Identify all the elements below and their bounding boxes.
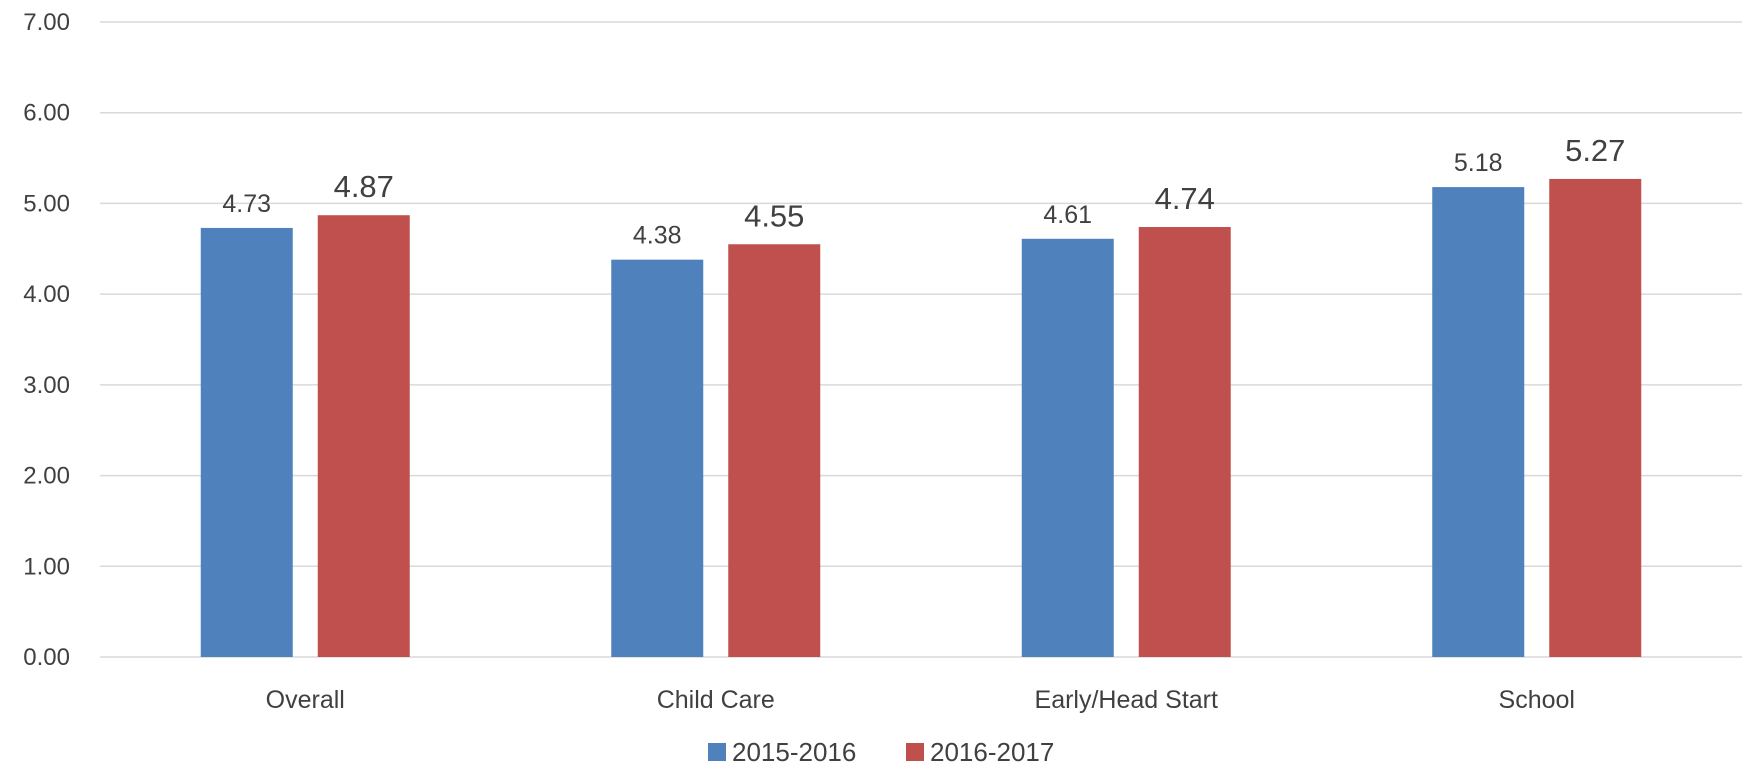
data-label: 4.38 bbox=[633, 222, 682, 250]
y-tick-label: 2.00 bbox=[23, 463, 70, 490]
y-tick-label: 7.00 bbox=[23, 9, 70, 36]
legend-swatch bbox=[708, 743, 726, 761]
legend: 2015-2016 2016-2017 bbox=[708, 737, 1054, 767]
x-tick-label: Child Care bbox=[657, 686, 775, 714]
bar-2015-2016-school bbox=[1432, 187, 1525, 657]
y-tick-label: 0.00 bbox=[23, 644, 70, 671]
x-tick-label: School bbox=[1499, 686, 1575, 714]
legend-label: 2016-2017 bbox=[930, 737, 1054, 767]
bar-2015-2016-child-care bbox=[611, 259, 704, 657]
y-tick-label: 6.00 bbox=[23, 100, 70, 127]
legend-label: 2015-2016 bbox=[732, 737, 856, 767]
data-label: 5.18 bbox=[1454, 149, 1503, 177]
bar-2016-2017-child-care bbox=[728, 244, 821, 657]
y-tick-label: 1.00 bbox=[23, 553, 70, 580]
bar-2016-2017-overall bbox=[317, 215, 410, 657]
legend-swatch bbox=[906, 743, 924, 761]
bar-2015-2016-overall bbox=[200, 227, 293, 657]
y-axis-ticks: 0.00 1.00 2.00 3.00 4.00 5.00 6.00 7.00 bbox=[23, 9, 70, 671]
bars bbox=[200, 178, 1642, 658]
x-tick-label: Early/Head Start bbox=[1035, 686, 1218, 714]
data-label: 4.74 bbox=[1155, 181, 1215, 216]
data-label: 4.87 bbox=[334, 169, 394, 204]
data-label: 4.61 bbox=[1043, 201, 1092, 229]
y-tick-label: 3.00 bbox=[23, 372, 70, 399]
data-label: 4.55 bbox=[744, 198, 804, 233]
bar-2016-2017-school bbox=[1549, 178, 1642, 657]
bar-2016-2017-early-head-start bbox=[1138, 227, 1231, 657]
data-labels: 4.73 4.87 4.38 4.55 4.61 4.74 5.18 5.27 bbox=[222, 133, 1625, 250]
y-tick-label: 5.00 bbox=[23, 190, 70, 217]
data-label: 5.27 bbox=[1565, 133, 1625, 168]
x-tick-label: Overall bbox=[266, 686, 345, 714]
x-axis-labels: Overall Child Care Early/Head Start School bbox=[266, 686, 1575, 714]
data-label: 4.73 bbox=[222, 190, 271, 218]
y-tick-label: 4.00 bbox=[23, 281, 70, 308]
bar-2015-2016-early-head-start bbox=[1021, 238, 1114, 658]
